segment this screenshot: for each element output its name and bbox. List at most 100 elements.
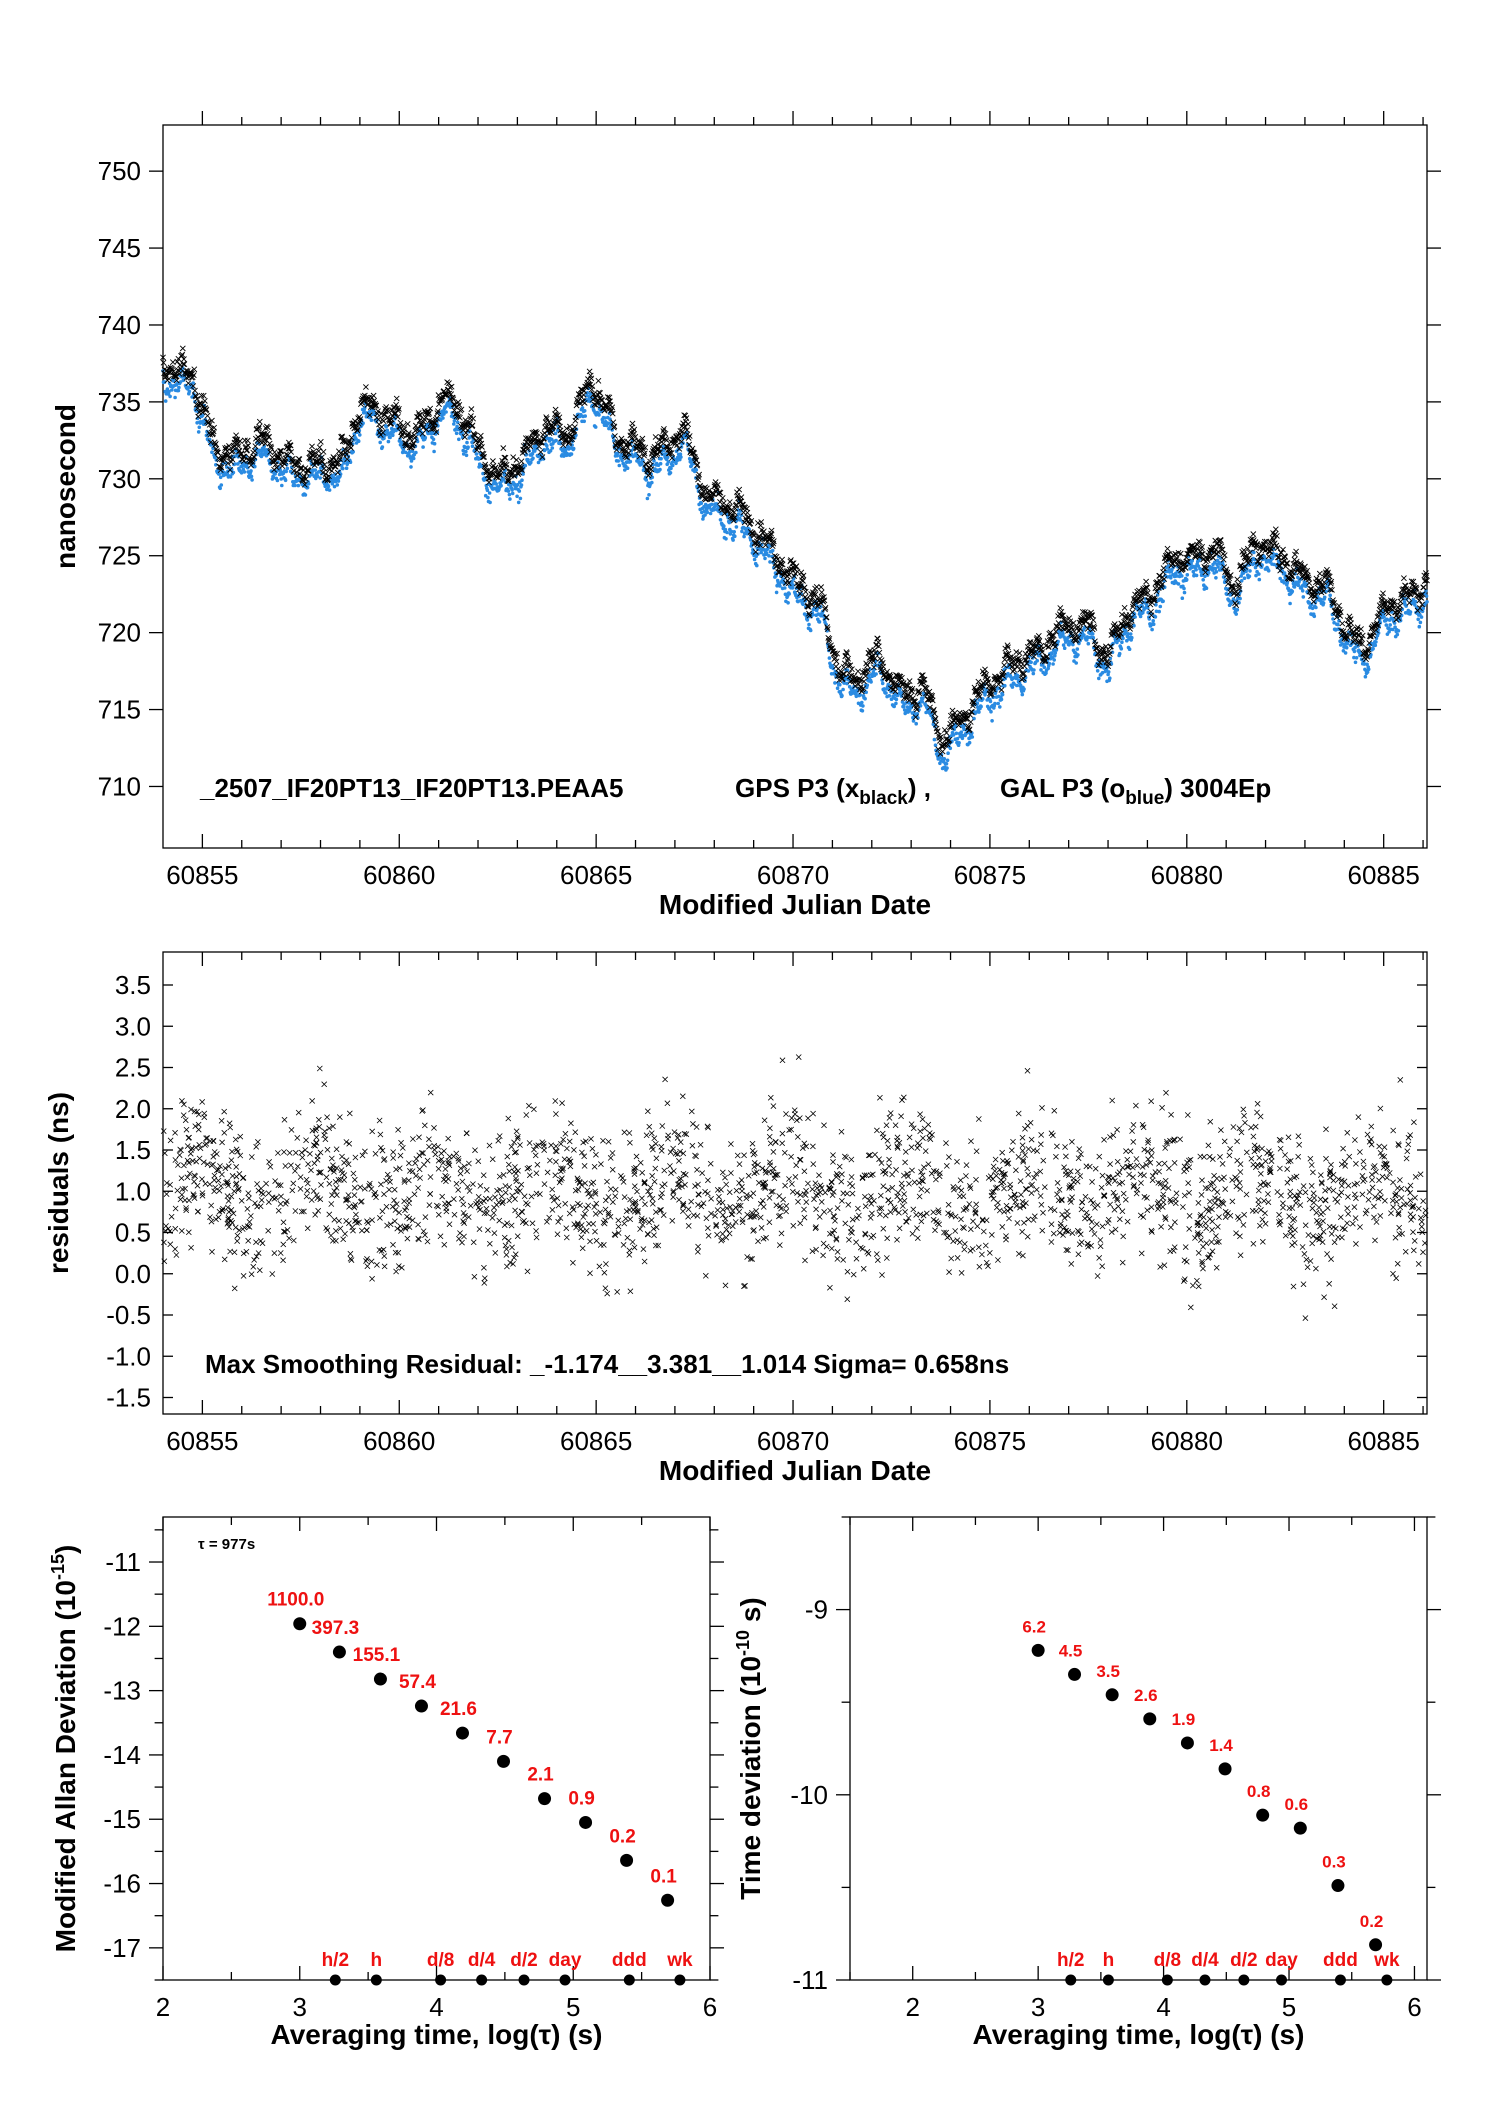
gps-point — [805, 603, 812, 610]
residual-point — [1353, 1241, 1359, 1247]
gps-point — [1004, 642, 1011, 649]
gps-point — [297, 465, 304, 472]
gps-point — [178, 353, 185, 359]
gal-point — [1321, 601, 1326, 605]
gps-point — [669, 455, 676, 461]
gal-point — [178, 380, 183, 384]
gal-point — [523, 463, 528, 468]
residual-point — [732, 1219, 739, 1225]
gal-point — [1154, 609, 1159, 614]
gal-point — [1416, 617, 1420, 622]
gps-point — [632, 433, 639, 440]
gps-point — [518, 458, 525, 465]
gps-point — [1397, 598, 1404, 605]
gps-point — [434, 410, 441, 417]
residual-point — [991, 1168, 998, 1174]
gal-point — [736, 512, 741, 516]
gps-point — [855, 668, 861, 675]
x-tick-label: 60885 — [1348, 1426, 1420, 1456]
gps-point — [160, 354, 166, 361]
residual-point — [848, 1156, 855, 1163]
gal-point — [441, 416, 445, 420]
gps-point — [541, 435, 547, 442]
gps-point — [631, 426, 638, 433]
gal-point — [705, 510, 710, 515]
residual-point — [1360, 1158, 1367, 1165]
gal-point — [1184, 577, 1189, 582]
gps-point — [832, 655, 839, 662]
gps-point — [423, 426, 430, 433]
gal-point — [668, 471, 673, 475]
gal-point — [694, 468, 699, 472]
residual-point — [1205, 1142, 1212, 1149]
gps-point — [627, 429, 634, 436]
gal-point — [1257, 572, 1261, 576]
gal-point — [979, 704, 983, 709]
gps-point — [719, 494, 726, 501]
gal-point — [808, 628, 813, 633]
y-tick-label: 735 — [98, 387, 141, 417]
gps-point — [797, 583, 804, 590]
residual-point — [1038, 1132, 1045, 1138]
gps-point — [348, 434, 355, 441]
residual-point — [1092, 1165, 1099, 1172]
gps-point — [262, 440, 269, 447]
residual-point — [1284, 1179, 1291, 1186]
gps-point — [543, 415, 550, 422]
gal-point — [187, 389, 192, 394]
gal-point — [464, 453, 469, 458]
gal-point — [921, 696, 925, 700]
gal-point — [529, 460, 533, 465]
gps-point — [786, 571, 793, 578]
gps-point — [366, 412, 373, 419]
gal-point — [1332, 620, 1336, 625]
gal-point — [666, 460, 671, 464]
gal-point — [1158, 604, 1163, 609]
gal-point — [162, 380, 167, 384]
gps-point — [420, 424, 427, 431]
gal-point — [1075, 647, 1080, 651]
gal-point — [488, 500, 492, 505]
gps-point — [532, 430, 539, 437]
gal-point — [1214, 570, 1219, 574]
residual-point — [902, 1209, 908, 1215]
gps-point — [241, 437, 248, 444]
gal-point — [1050, 651, 1054, 656]
gps-point — [926, 688, 933, 695]
residual-point — [797, 1220, 804, 1227]
gps-point — [844, 650, 850, 657]
gal-point — [1264, 560, 1269, 564]
gal-point — [807, 622, 811, 627]
gal-point — [1119, 647, 1124, 651]
gps-point — [807, 597, 814, 603]
gps-point — [489, 470, 496, 477]
residual-panel-frame — [162, 951, 1428, 1415]
gal-point — [163, 399, 168, 403]
gal-point — [1319, 597, 1323, 602]
gps-point — [636, 453, 643, 460]
gal-point — [426, 431, 430, 436]
gal-point — [401, 447, 406, 452]
gal-point — [351, 450, 356, 454]
y-tick-label: 1.5 — [115, 1135, 151, 1165]
residual-point — [982, 1242, 989, 1249]
residual-point — [1377, 1105, 1384, 1112]
gal-point — [796, 599, 800, 604]
gps-point — [586, 381, 593, 388]
residual-point — [514, 1233, 521, 1240]
gal-point — [1384, 623, 1389, 627]
gal-point — [703, 502, 708, 507]
gal-point — [790, 586, 795, 590]
gal-point — [945, 766, 949, 770]
gps-point — [316, 444, 323, 451]
gps-point — [296, 456, 303, 463]
residual-point — [853, 1239, 859, 1246]
gal-point — [1071, 642, 1075, 647]
residual-point — [567, 1163, 574, 1170]
gps-point — [416, 412, 423, 418]
gal-point — [521, 472, 525, 476]
gal-point — [508, 497, 512, 501]
residual-point — [1119, 1164, 1126, 1171]
gal-point — [1266, 569, 1271, 573]
gps-point — [663, 437, 670, 444]
